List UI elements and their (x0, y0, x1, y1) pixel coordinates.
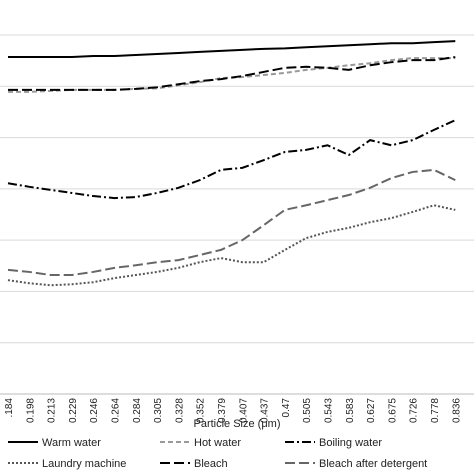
legend-label: Bleach after detergent (319, 458, 427, 470)
x-tick-label: 0.229 (68, 398, 79, 423)
x-tick-label: 0.264 (111, 398, 122, 423)
legend-label: Warm water (42, 437, 101, 449)
x-tick-label: 0.213 (47, 398, 58, 423)
x-tick-label: 0.543 (324, 398, 335, 423)
x-tick-label: 0.379 (217, 398, 228, 423)
x-tick-label: 0.246 (89, 398, 100, 423)
x-tick-label: 0.583 (345, 398, 356, 423)
series-line (8, 56, 456, 91)
legend-label: Laundry machine (42, 458, 126, 470)
x-tick-label: 0.778 (430, 398, 441, 423)
legend-label: Hot water (194, 437, 241, 449)
x-tick-label: 0.627 (366, 398, 377, 423)
series-line (7, 204, 456, 287)
x-tick-label: 0.437 (260, 398, 271, 423)
x-tick-label: 0.47 (281, 398, 292, 418)
x-tick-label: 0.328 (174, 398, 185, 423)
series-line (7, 168, 456, 277)
legend-label: Boiling water (319, 437, 382, 449)
x-axis-label: Particle Size (μm) (193, 418, 280, 430)
x-tick-label: 0.198 (25, 398, 36, 423)
x-tick-label: 0.836 (451, 398, 462, 423)
x-tick-label: 0.675 (387, 398, 398, 423)
x-tick-label: 0.284 (132, 398, 143, 423)
x-tick-label: 0.407 (238, 398, 249, 423)
x-tick-label: 0.726 (409, 398, 420, 423)
series-line (8, 40, 456, 59)
series-line (7, 119, 456, 200)
x-tick-label: .184 (4, 398, 15, 418)
x-tick-label: 0.505 (302, 398, 313, 423)
legend-label: Bleach (194, 458, 228, 470)
x-tick-label: 0.305 (153, 398, 164, 423)
x-tick-label: 0.352 (196, 398, 207, 423)
